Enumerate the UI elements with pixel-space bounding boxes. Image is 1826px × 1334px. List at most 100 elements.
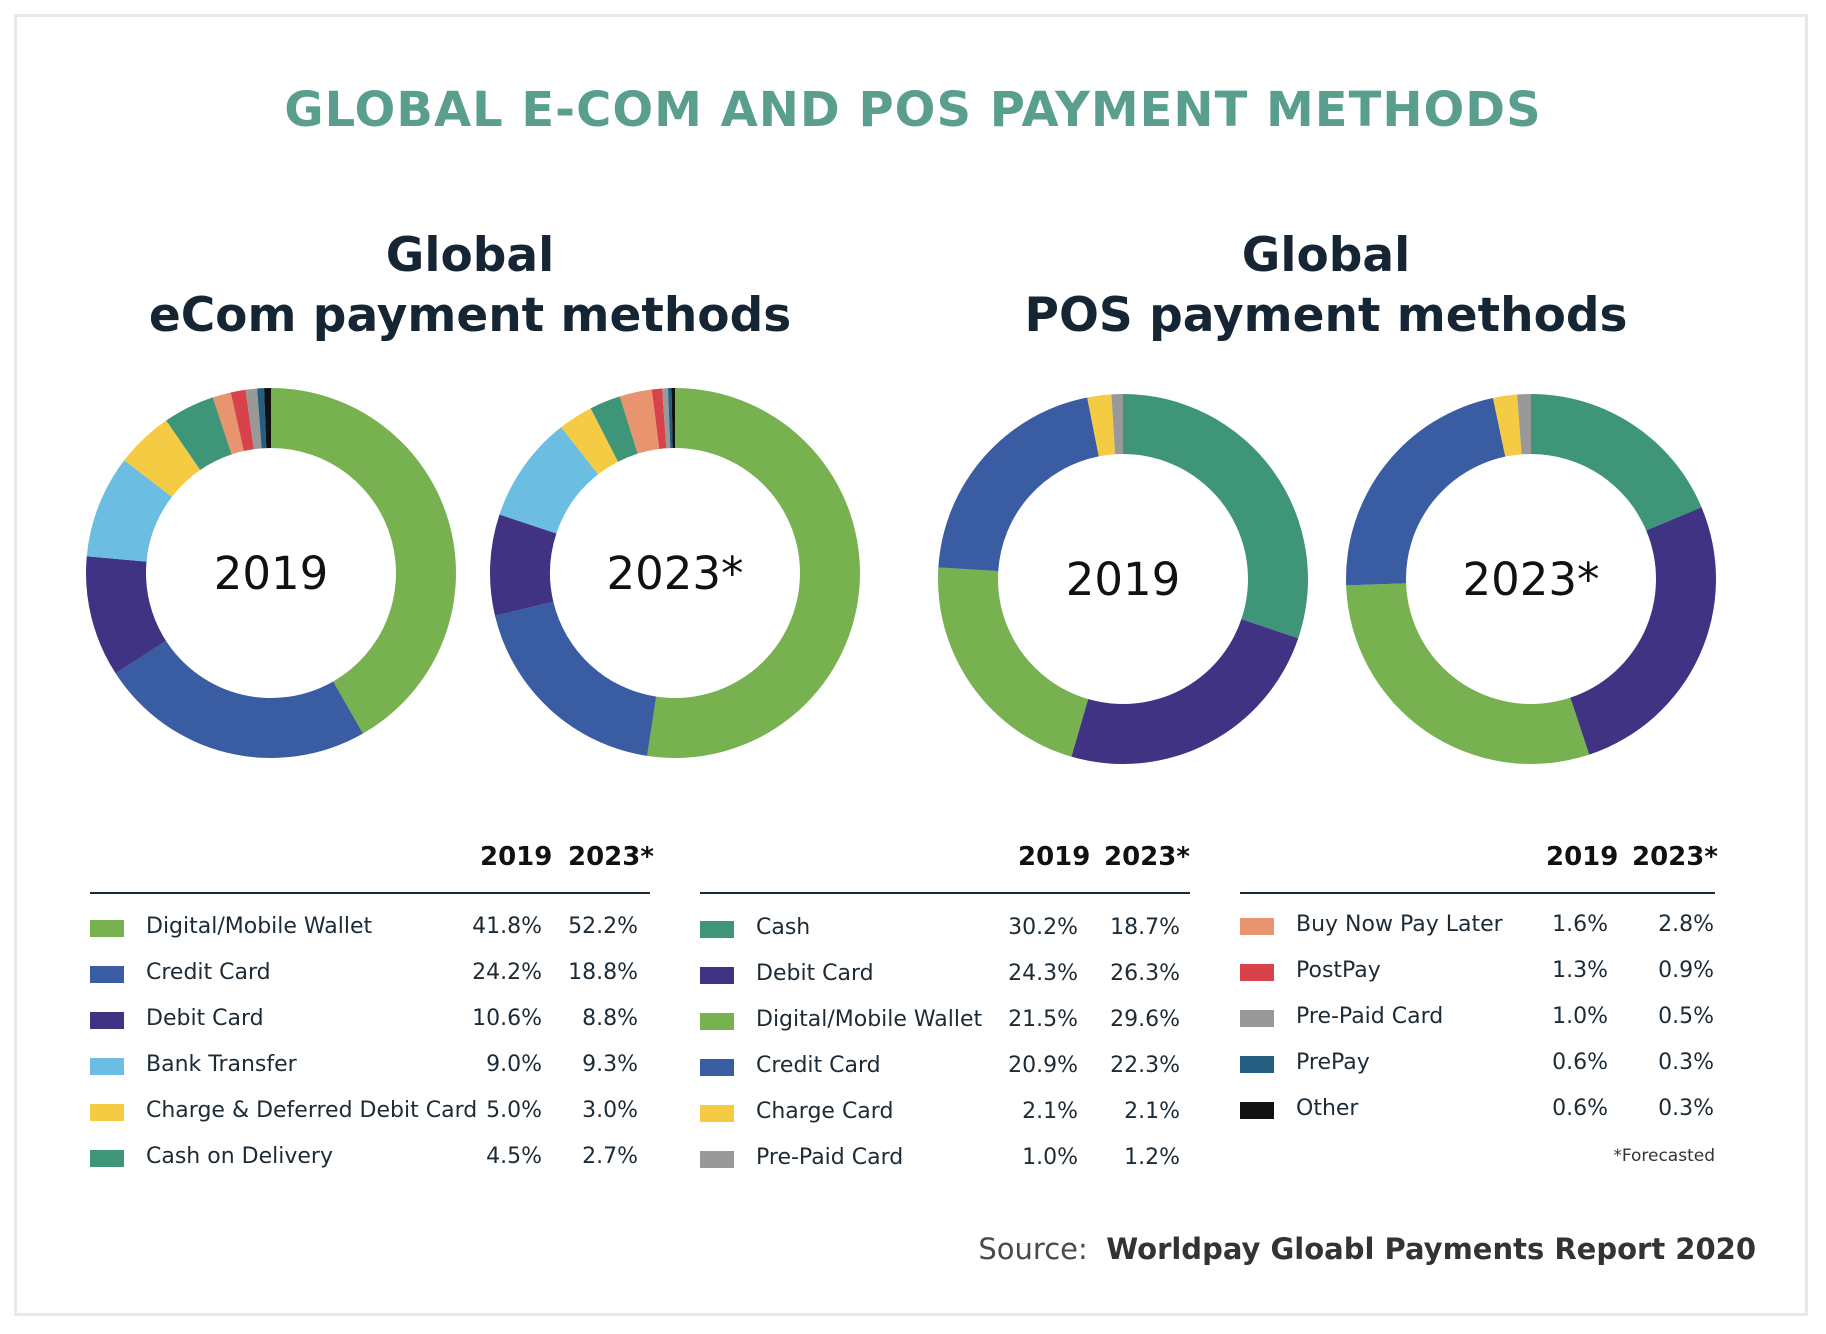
legend-swatch: [1240, 1102, 1274, 1119]
donut-slice-credit-card: [938, 397, 1099, 572]
main-title: GLOBAL E-COM AND POS PAYMENT METHODS: [284, 82, 1542, 138]
other-legend-row: PrePay 0.6% 0.3%: [1240, 1048, 1715, 1078]
legend-value-2019: 1.3%: [1552, 958, 1608, 983]
legend-label: Bank Transfer: [146, 1052, 297, 1077]
donut-slice-prepay: [257, 388, 267, 449]
legend-value-2023: 2.1%: [1124, 1099, 1180, 1124]
donut-slice-cash: [1123, 394, 1308, 639]
pos-2019-donut: 2019: [938, 394, 1308, 764]
legend-value-2023: 26.3%: [1110, 961, 1180, 986]
ecom-legend-row: Cash on Delivery 4.5% 2.7%: [90, 1142, 650, 1172]
legend-label: Credit Card: [146, 960, 271, 985]
legend-value-2023: 18.8%: [568, 960, 638, 985]
donut-slice-charge-deferred-debit-card: [124, 420, 201, 497]
legend-value-2023: 2.7%: [582, 1144, 638, 1169]
legend-value-2023: 8.8%: [582, 1006, 638, 1031]
pos-legend-row: Pre-Paid Card 1.0% 1.2%: [700, 1143, 1190, 1173]
ecom-header-2019: 2019: [480, 842, 553, 872]
ecom-legend-row: Credit Card 24.2% 18.8%: [90, 958, 650, 988]
legend-value-2019: 1.0%: [1022, 1145, 1078, 1170]
pos-title-line1: Global: [1241, 228, 1411, 283]
donut-slice-other: [264, 388, 271, 449]
legend-value-2023: 2.8%: [1658, 912, 1714, 937]
legend-value-2023: 29.6%: [1110, 1007, 1180, 1032]
legend-value-2019: 4.5%: [486, 1144, 542, 1169]
donut-slice-pre-paid-card: [662, 388, 671, 449]
donut-slice-credit-card: [495, 601, 657, 756]
donut-slice-credit-card: [1346, 397, 1506, 586]
legend-value-2019: 0.6%: [1552, 1050, 1608, 1075]
legend-value-2023: 0.5%: [1658, 1004, 1714, 1029]
legend-value-2023: 9.3%: [582, 1052, 638, 1077]
legend-value-2023: 18.7%: [1110, 915, 1180, 940]
donut-slice-digital-mobile-wallet: [271, 388, 456, 734]
ecom-title-line1: Global: [385, 228, 555, 283]
legend-swatch: [1240, 964, 1274, 981]
legend-label: PostPay: [1296, 958, 1381, 983]
legend-swatch: [90, 920, 124, 937]
legend-value-2019: 10.6%: [472, 1006, 542, 1031]
other-header-rule: [1240, 892, 1715, 894]
donut-slice-bank-transfer: [499, 427, 599, 534]
pos-legend-row: Cash 30.2% 18.7%: [700, 913, 1190, 943]
donut-slice-other: [671, 388, 675, 449]
donut-center-label: 2023*: [606, 547, 743, 600]
donut-slice-debit-card: [1071, 619, 1299, 764]
pos-legend-row: Charge Card 2.1% 2.1%: [700, 1097, 1190, 1127]
donut-slice-postpay: [651, 388, 667, 449]
legend-value-2023: 0.3%: [1658, 1050, 1714, 1075]
legend-swatch: [700, 967, 734, 984]
legend-value-2019: 2.1%: [1022, 1099, 1078, 1124]
legend-label: Debit Card: [756, 961, 874, 986]
donut-slice-cash: [1531, 394, 1702, 531]
legend-label: PrePay: [1296, 1050, 1370, 1075]
donut-slice-buy-now-pay-later: [212, 392, 244, 455]
legend-swatch: [90, 1104, 124, 1121]
donut-slice-pre-paid-card: [1111, 394, 1123, 455]
legend-label: Charge & Deferred Debit Card: [146, 1098, 478, 1123]
donut-slice-charge-card: [1492, 394, 1522, 457]
donut-slice-buy-now-pay-later: [619, 389, 660, 454]
legend-swatch: [90, 966, 124, 983]
legend-value-2019: 1.6%: [1552, 912, 1608, 937]
legend-label: Buy Now Pay Later: [1296, 912, 1503, 937]
legend-label: Debit Card: [146, 1006, 264, 1031]
legend-label: Cash: [756, 915, 811, 940]
donut-slice-debit-card: [85, 556, 167, 674]
legend-value-2019: 30.2%: [1008, 915, 1078, 940]
pos-legend-row: Digital/Mobile Wallet 21.5% 29.6%: [700, 1005, 1190, 1035]
legend-swatch: [700, 1059, 734, 1076]
legend-swatch: [1240, 1056, 1274, 1073]
ecom-2019-donut: 2019: [85, 388, 456, 758]
other-header-2023: 2023*: [1632, 842, 1718, 872]
legend-swatch: [700, 1105, 734, 1122]
donut-slice-cash-on-delivery: [166, 397, 232, 470]
ecom-header-2023: 2023*: [568, 842, 654, 872]
donut-slice-charge-card: [1087, 394, 1116, 457]
donut-slice-credit-card: [115, 640, 363, 758]
legend-label: Credit Card: [756, 1053, 881, 1078]
legend-value-2023: 22.3%: [1110, 1053, 1180, 1078]
ecom-2023-donut: 2023*: [490, 388, 861, 758]
pos-header-rule: [700, 892, 1190, 894]
donut-slice-debit-card: [490, 514, 557, 616]
donut-slice-bank-transfer: [86, 460, 172, 562]
legend-label: Cash on Delivery: [146, 1144, 333, 1169]
legend-swatch: [700, 1013, 734, 1030]
legend-value-2019: 21.5%: [1008, 1007, 1078, 1032]
donut-center-label: 2019: [214, 547, 329, 600]
forecast-note: *Forecasted: [1613, 1146, 1715, 1166]
legend-label: Charge Card: [756, 1099, 894, 1124]
donut-slice-digital-mobile-wallet: [647, 388, 861, 758]
pos-title: Global POS payment methods: [946, 226, 1706, 346]
donut-slice-prepay: [667, 388, 673, 449]
legend-label: Pre-Paid Card: [756, 1145, 904, 1170]
legend-value-2019: 41.8%: [472, 914, 542, 939]
donut-slice-postpay: [230, 389, 254, 451]
legend-swatch: [90, 1150, 124, 1167]
legend-value-2019: 20.9%: [1008, 1053, 1078, 1078]
ecom-title: Global eCom payment methods: [90, 226, 850, 346]
legend-label: Pre-Paid Card: [1296, 1004, 1444, 1029]
legend-value-2023: 52.2%: [568, 914, 638, 939]
legend-swatch: [700, 1151, 734, 1168]
